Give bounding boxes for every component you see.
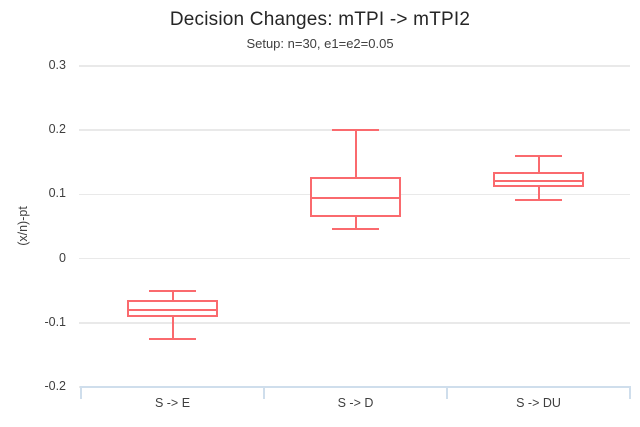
y-tick-label: 0.3 xyxy=(48,58,66,72)
x-axis-tick xyxy=(80,386,82,399)
x-axis-tick xyxy=(629,386,631,399)
category-label: S -> DU xyxy=(516,396,561,410)
y-tick-label: 0 xyxy=(59,250,66,265)
gridline xyxy=(79,322,630,324)
box-whisker-cap xyxy=(332,129,379,132)
box-iqr xyxy=(127,299,218,318)
box-whisker-stem xyxy=(171,316,174,339)
box-median xyxy=(310,196,401,199)
x-axis-tick xyxy=(263,386,265,399)
box-whisker-cap xyxy=(332,228,379,231)
box-whisker-cap xyxy=(515,154,562,157)
box-iqr xyxy=(493,172,584,188)
y-tick-label: -0.1 xyxy=(44,314,66,329)
gridline xyxy=(79,65,630,67)
box-whisker-cap xyxy=(149,337,196,340)
box-whisker-cap xyxy=(515,199,562,202)
category-label: S -> E xyxy=(154,396,191,410)
x-axis-tick xyxy=(446,386,448,399)
box-whisker-cap xyxy=(149,290,196,293)
y-tick-label: 0.2 xyxy=(48,122,66,137)
gridline xyxy=(79,257,630,260)
box-whisker-stem xyxy=(354,215,357,230)
y-tick-label: -0.2 xyxy=(44,379,66,393)
y-tick-label: 0.1 xyxy=(48,186,66,201)
box-median xyxy=(127,308,218,311)
box-whisker-stem xyxy=(537,186,540,201)
box-whisker-stem xyxy=(171,291,174,301)
chart-subtitle: Setup: n=30, e1=e2=0.05 xyxy=(246,36,394,51)
category-label: S -> D xyxy=(337,396,374,410)
x-axis-line xyxy=(80,386,631,388)
y-axis-title: (x/n)-pt xyxy=(16,206,30,246)
box-whisker-stem xyxy=(537,155,540,174)
chart-title: Decision Changes: mTPI -> mTPI2 xyxy=(169,9,471,30)
box-median xyxy=(493,179,584,182)
box-whisker-stem xyxy=(354,130,357,178)
